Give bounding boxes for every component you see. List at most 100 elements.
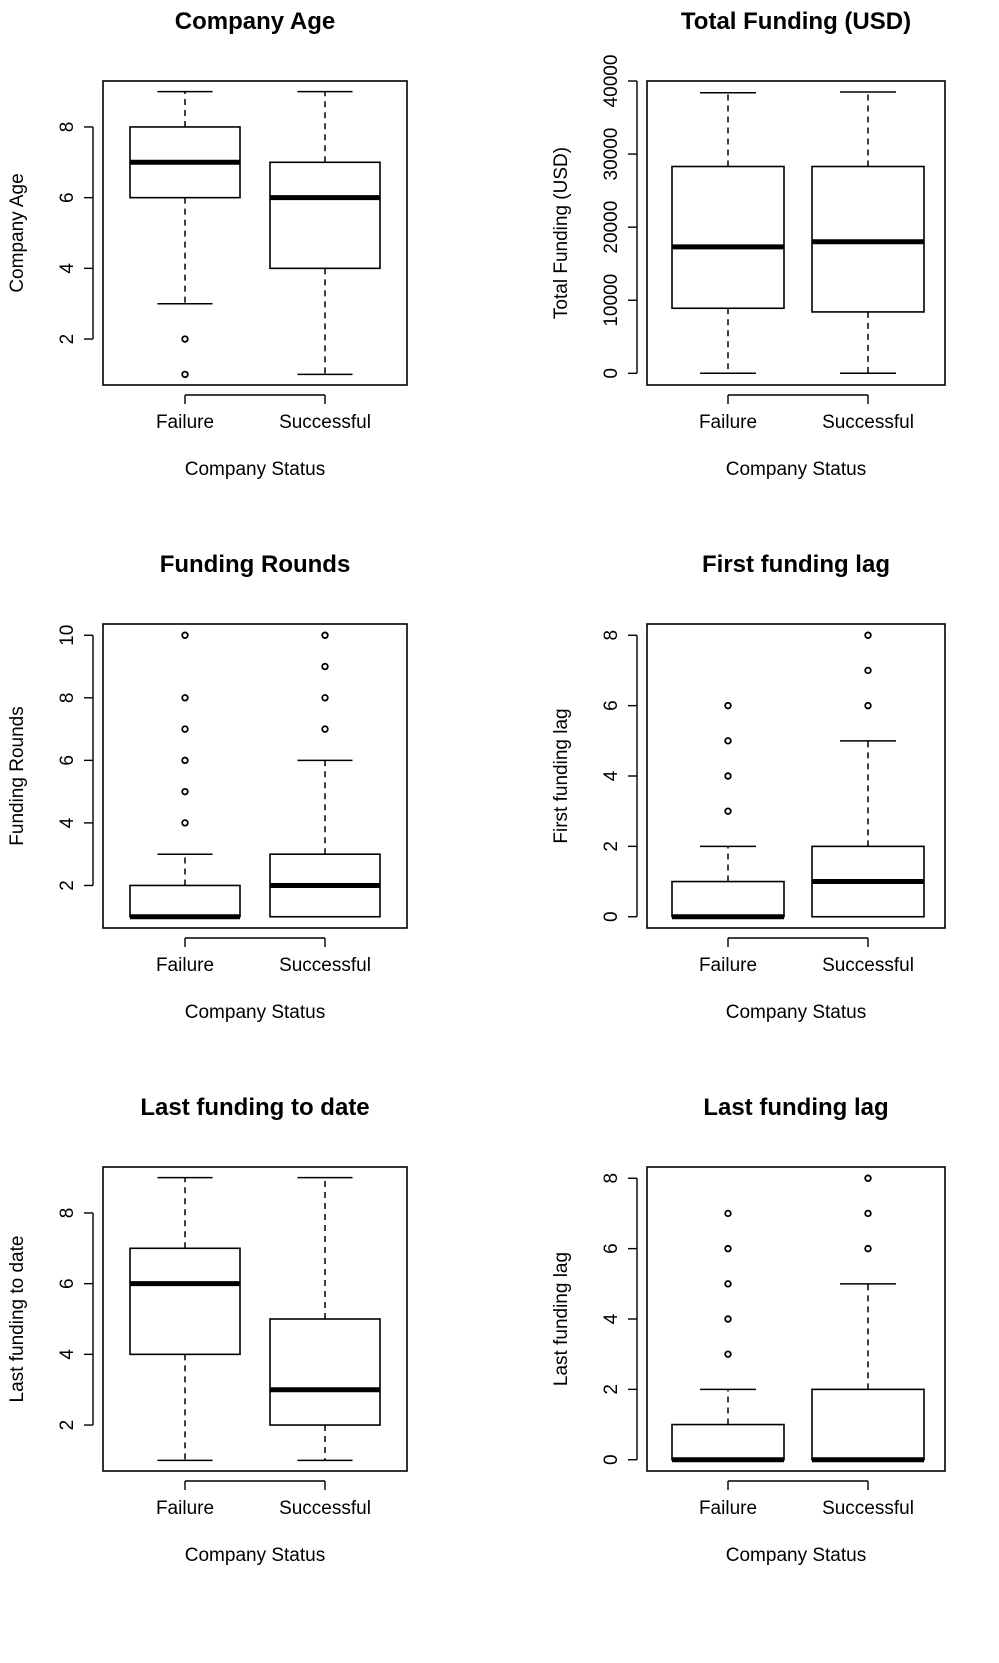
outlier-point (321, 725, 329, 733)
boxplot-panel: First funding lag 0 2 4 6 8 First funding lag F… (551, 551, 946, 1023)
x-tick-label: Successful (822, 412, 914, 433)
boxplot-panel: Last funding lag 0 2 4 6 8 Last funding lag Fai… (551, 1094, 946, 1566)
box-failure (671, 1209, 785, 1463)
outlier-point (724, 1350, 732, 1358)
y-tick-label: 40000 (601, 55, 622, 108)
y-axis-label: Funding Rounds (7, 706, 28, 845)
plot-frame (102, 80, 408, 386)
y-tick-label: 8 (57, 693, 78, 704)
outlier-point (724, 1315, 732, 1323)
y-tick-label: 0 (601, 368, 622, 379)
box-successful (811, 91, 925, 375)
box-failure (129, 631, 241, 920)
outlier-point (181, 335, 189, 343)
box-successful (811, 631, 925, 918)
box-successful (269, 90, 381, 376)
plot-frame (646, 1166, 946, 1472)
x-tick-label: Failure (156, 955, 214, 976)
outlier-point (181, 787, 189, 796)
x-tick-label: Successful (279, 955, 371, 976)
x-axis-label: Company Status (726, 459, 866, 480)
y-tick-label: 2 (57, 334, 78, 345)
outlier-point (181, 370, 189, 379)
y-tick-label: 0 (601, 1454, 622, 1465)
y-axis-label: Last funding lag (551, 1252, 572, 1386)
outlier-point (181, 694, 189, 702)
x-tick-label: Successful (822, 1498, 914, 1519)
y-tick-label: 4 (601, 770, 622, 781)
x-tick-label: Successful (822, 955, 914, 976)
y-tick-label: 2 (601, 841, 622, 852)
outlier-point (864, 631, 872, 639)
outlier-point (864, 1244, 872, 1253)
outlier-point (864, 1209, 872, 1218)
boxplot-panel: Last funding to date 2 4 6 8 Last funding to … (7, 1094, 408, 1566)
box-failure (671, 91, 785, 375)
x-axis-label: Company Status (726, 1002, 866, 1023)
y-tick-label: 2 (57, 880, 78, 891)
box-successful (269, 631, 381, 918)
chart-title: Last funding lag (703, 1094, 888, 1121)
x-axis-label: Company Status (185, 1545, 325, 1566)
iqr-box (129, 884, 241, 918)
box-failure (129, 90, 241, 379)
outlier-point (181, 756, 189, 765)
chart-title: Total Funding (USD) (681, 8, 911, 35)
y-tick-label: 2 (601, 1384, 622, 1395)
y-tick-label: 4 (57, 817, 78, 828)
iqr-box (671, 1423, 785, 1461)
chart-title: Company Age (175, 8, 335, 35)
outlier-point (724, 701, 732, 710)
y-axis-label: Last funding to date (7, 1236, 28, 1403)
y-tick-label: 2 (57, 1420, 78, 1431)
y-tick-label: 0 (601, 911, 622, 922)
y-axis-label: First funding lag (551, 708, 572, 843)
x-tick-label: Failure (156, 1498, 214, 1519)
x-tick-label: Failure (699, 955, 757, 976)
x-tick-label: Failure (699, 1498, 757, 1519)
boxplot-panel: Company Age 2 4 6 8 Company Age Failure Success… (7, 8, 408, 480)
y-tick-label: 8 (57, 1208, 78, 1219)
x-tick-label: Successful (279, 412, 371, 433)
y-tick-label: 8 (601, 1173, 622, 1184)
y-axis-label: Company Age (7, 173, 28, 292)
outlier-point (864, 666, 872, 675)
boxplot-panel: Funding Rounds 2 4 6 8 10 Funding Rounds Failur… (7, 551, 408, 1023)
iqr-box (671, 880, 785, 918)
plot-frame (646, 623, 946, 929)
x-axis-label: Company Status (726, 1545, 866, 1566)
outlier-point (181, 631, 189, 639)
y-tick-label: 8 (601, 630, 622, 641)
outlier-point (321, 631, 329, 639)
outlier-point (724, 772, 732, 780)
iqr-box (811, 1388, 925, 1461)
outlier-point (724, 1280, 732, 1288)
iqr-box (129, 1247, 241, 1356)
y-tick-label: 10 (57, 625, 78, 646)
y-tick-label: 4 (57, 1349, 78, 1360)
y-axis-label: Total Funding (USD) (551, 147, 572, 319)
outlier-point (724, 807, 732, 815)
outlier-point (724, 737, 732, 745)
outlier-point (724, 1244, 732, 1253)
iqr-box (811, 165, 925, 313)
box-failure (129, 1176, 241, 1462)
chart-title: Funding Rounds (160, 551, 351, 578)
x-tick-label: Successful (279, 1498, 371, 1519)
y-tick-label: 6 (57, 755, 78, 766)
outlier-point (181, 819, 189, 827)
outlier-point (181, 725, 189, 733)
y-tick-label: 10000 (601, 274, 622, 327)
outlier-point (321, 694, 329, 702)
box-successful (269, 1176, 381, 1462)
plot-frame (102, 1166, 408, 1472)
outlier-point (321, 662, 329, 671)
y-tick-label: 4 (57, 263, 78, 274)
iqr-box (269, 1318, 381, 1426)
y-tick-label: 6 (57, 1278, 78, 1289)
x-tick-label: Failure (699, 412, 757, 433)
iqr-box (269, 161, 381, 270)
y-tick-label: 20000 (601, 201, 622, 254)
outlier-point (864, 701, 872, 710)
outlier-point (864, 1174, 872, 1182)
